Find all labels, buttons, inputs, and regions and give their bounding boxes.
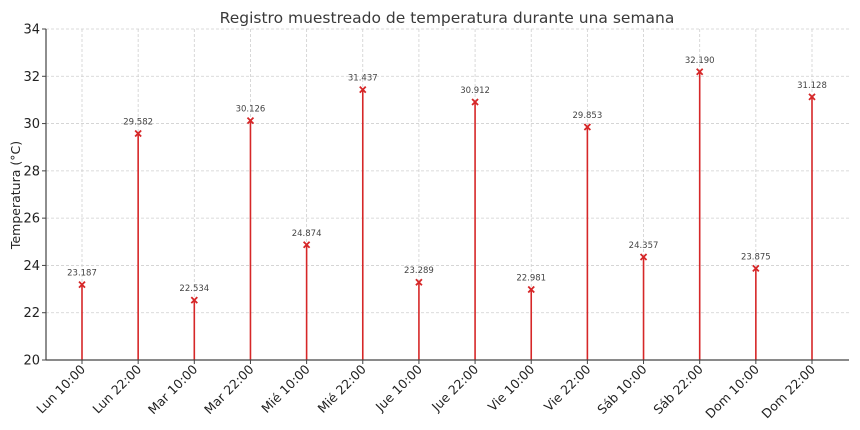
y-tick-label: 20 (23, 354, 40, 369)
stem-series: 23.187 29.582 22.534 30.126 24.874 31.437 23.2… (67, 56, 827, 360)
data-value-label: 29.853 (573, 111, 603, 121)
x-tick-label: Dom 22:00 (758, 361, 818, 421)
data-value-label: 29.582 (123, 117, 153, 127)
x-marker-icon (639, 253, 648, 261)
data-value-label: 22.981 (516, 274, 546, 284)
x-marker-icon (752, 264, 760, 273)
marker-stroke (415, 278, 423, 286)
x-tick-label: Sáb 10:00 (594, 361, 650, 417)
data-value-label: 31.128 (797, 81, 827, 91)
x-marker-icon (415, 278, 423, 286)
x-marker-icon (696, 68, 704, 76)
y-axis-ticks: 20 22 24 26 28 30 32 34 (23, 23, 46, 369)
data-value-label: 22.534 (179, 284, 209, 294)
x-tick-label: Lun 10:00 (33, 361, 88, 416)
x-tick-label: Mar 22:00 (201, 361, 257, 417)
x-tick-label: Mar 10:00 (145, 361, 201, 417)
y-tick-label: 26 (23, 212, 40, 227)
data-value-label: 24.357 (629, 241, 659, 251)
data-value-label: 23.187 (67, 269, 97, 279)
data-value-label: 30.126 (236, 105, 266, 115)
x-marker-icon (246, 116, 255, 125)
x-marker-icon (78, 281, 86, 289)
x-tick-label: Mié 22:00 (314, 361, 368, 415)
x-tick-label: Jue 10:00 (372, 361, 425, 414)
marker-stroke (639, 253, 648, 261)
marker-stroke (190, 296, 198, 304)
y-tick-label: 32 (23, 70, 40, 85)
data-value-label: 31.437 (348, 74, 378, 84)
data-value-label: 24.874 (292, 229, 322, 239)
x-tick-label: Vie 10:00 (485, 361, 538, 414)
y-tick-label: 34 (23, 23, 40, 38)
chart-title: Registro muestreado de temperatura duran… (220, 9, 675, 27)
x-tick-label: Mié 10:00 (258, 361, 312, 415)
x-marker-icon (134, 129, 142, 138)
x-marker-icon (527, 285, 535, 294)
x-tick-label: Lun 22:00 (89, 361, 144, 416)
marker-stroke (134, 129, 142, 138)
marker-stroke (527, 285, 535, 294)
y-axis-label: Temperatura (°C) (8, 141, 23, 250)
y-tick-label: 24 (23, 259, 40, 274)
data-value-label: 23.875 (741, 252, 771, 262)
x-marker-icon (808, 93, 816, 101)
marker-stroke (696, 68, 704, 76)
y-tick-label: 28 (23, 164, 40, 179)
marker-stroke (78, 281, 86, 289)
marker-stroke (471, 98, 479, 106)
marker-stroke (808, 93, 816, 101)
marker-stroke (359, 85, 367, 94)
data-value-label: 30.912 (460, 86, 490, 96)
data-value-label: 32.190 (685, 56, 715, 66)
y-tick-label: 30 (23, 117, 40, 132)
marker-stroke (302, 241, 311, 249)
x-tick-label: Dom 10:00 (702, 361, 762, 421)
x-tick-label: Sáb 22:00 (650, 361, 706, 417)
marker-stroke (752, 264, 760, 273)
x-marker-icon (471, 98, 479, 106)
x-marker-icon (583, 123, 592, 131)
marker-stroke (246, 116, 255, 125)
x-tick-label: Jue 22:00 (428, 361, 481, 414)
y-tick-label: 22 (23, 306, 40, 321)
marker-stroke (583, 123, 592, 131)
x-tick-label: Vie 22:00 (541, 361, 594, 414)
x-marker-icon (359, 85, 367, 94)
x-marker-icon (302, 241, 311, 249)
data-value-label: 23.289 (404, 266, 434, 276)
x-axis-ticks: Lun 10:00 Lun 22:00 Mar 10:00 Mar 22:00 Mié … (33, 360, 818, 421)
gridlines (46, 28, 849, 360)
x-marker-icon (190, 296, 198, 304)
